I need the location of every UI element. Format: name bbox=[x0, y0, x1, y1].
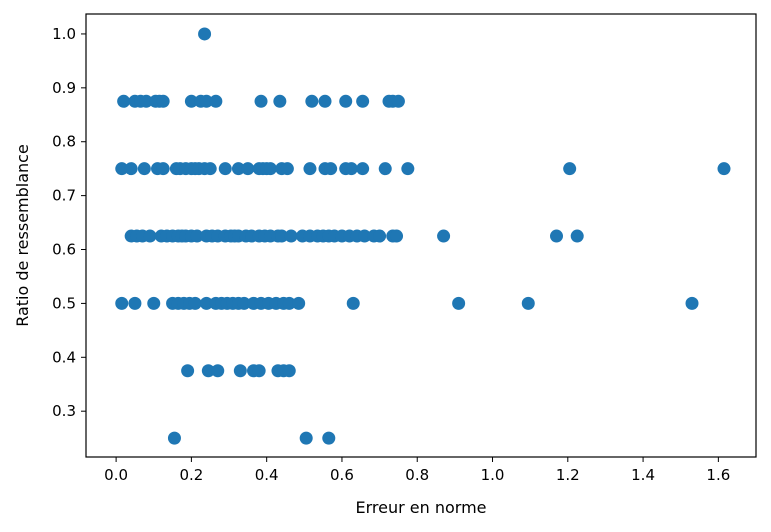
data-point bbox=[273, 94, 287, 108]
data-point bbox=[203, 162, 217, 176]
x-axis: 0.0 0.2 0.4 0.6 0.8 1.0 1.2 1.4 1.6 bbox=[104, 457, 730, 484]
x-axis-label: Erreur en norme bbox=[355, 498, 486, 517]
data-point bbox=[318, 94, 332, 108]
data-point bbox=[344, 162, 358, 176]
data-point bbox=[254, 94, 268, 108]
x-tick-label: 0.6 bbox=[330, 466, 354, 484]
data-point bbox=[378, 162, 392, 176]
data-point bbox=[563, 162, 577, 176]
data-point bbox=[117, 94, 131, 108]
data-point bbox=[437, 229, 451, 243]
data-point bbox=[184, 94, 198, 108]
data-point bbox=[305, 94, 319, 108]
data-point bbox=[373, 229, 387, 243]
data-point bbox=[356, 94, 370, 108]
data-point bbox=[209, 94, 223, 108]
data-point bbox=[211, 364, 225, 378]
y-tick-label: 0.5 bbox=[52, 294, 76, 312]
data-point bbox=[324, 162, 338, 176]
data-point bbox=[201, 364, 215, 378]
data-point bbox=[339, 94, 353, 108]
data-point bbox=[391, 94, 405, 108]
data-point bbox=[299, 431, 313, 445]
y-tick-label: 0.8 bbox=[52, 133, 76, 151]
data-point bbox=[198, 27, 212, 41]
data-point bbox=[390, 229, 404, 243]
data-points bbox=[115, 27, 731, 445]
data-point bbox=[282, 364, 296, 378]
data-point bbox=[128, 296, 142, 310]
data-point bbox=[356, 162, 370, 176]
y-tick-label: 0.7 bbox=[52, 187, 76, 205]
data-point bbox=[231, 162, 245, 176]
x-tick-label: 0.2 bbox=[179, 466, 203, 484]
data-point bbox=[139, 94, 153, 108]
data-point bbox=[124, 162, 138, 176]
data-point bbox=[156, 94, 170, 108]
data-point bbox=[401, 162, 415, 176]
data-point bbox=[137, 162, 151, 176]
data-point bbox=[167, 431, 181, 445]
plot-frame bbox=[85, 13, 757, 458]
data-point bbox=[322, 431, 336, 445]
y-tick-label: 0.6 bbox=[52, 241, 76, 259]
data-point bbox=[233, 364, 247, 378]
x-tick-label: 1.6 bbox=[706, 466, 730, 484]
data-point bbox=[199, 296, 213, 310]
data-point bbox=[241, 162, 255, 176]
y-axis-label: Ratio de ressemblance bbox=[13, 144, 32, 327]
data-point bbox=[521, 296, 535, 310]
data-point bbox=[280, 162, 294, 176]
data-point bbox=[218, 162, 232, 176]
y-axis: 0.3 0.4 0.5 0.6 0.7 0.8 0.9 1.0 bbox=[52, 25, 86, 420]
x-tick-label: 0.0 bbox=[104, 466, 128, 484]
data-point bbox=[199, 94, 213, 108]
y-tick-label: 0.9 bbox=[52, 79, 76, 97]
data-point bbox=[685, 296, 699, 310]
x-tick-label: 0.4 bbox=[255, 466, 279, 484]
y-tick-label: 0.3 bbox=[52, 402, 76, 420]
data-point bbox=[188, 296, 202, 310]
data-point bbox=[717, 162, 731, 176]
data-point bbox=[358, 229, 372, 243]
x-tick-label: 0.8 bbox=[405, 466, 429, 484]
data-point bbox=[143, 229, 157, 243]
data-point bbox=[237, 296, 251, 310]
data-point bbox=[275, 229, 289, 243]
data-point bbox=[284, 229, 298, 243]
data-point bbox=[181, 364, 195, 378]
data-point bbox=[303, 162, 317, 176]
data-point bbox=[282, 296, 296, 310]
data-point bbox=[263, 162, 277, 176]
data-point bbox=[147, 296, 161, 310]
y-tick-label: 0.4 bbox=[52, 348, 76, 366]
y-tick-label: 1.0 bbox=[52, 25, 76, 43]
data-point bbox=[115, 162, 129, 176]
x-tick-label: 1.4 bbox=[631, 466, 655, 484]
data-point bbox=[115, 296, 129, 310]
data-point bbox=[190, 229, 204, 243]
data-point bbox=[550, 229, 564, 243]
data-point bbox=[156, 162, 170, 176]
data-point bbox=[452, 296, 466, 310]
data-point bbox=[252, 364, 266, 378]
data-point bbox=[570, 229, 584, 243]
x-tick-label: 1.2 bbox=[556, 466, 580, 484]
data-point bbox=[292, 296, 306, 310]
data-point bbox=[346, 296, 360, 310]
x-tick-label: 1.0 bbox=[481, 466, 505, 484]
